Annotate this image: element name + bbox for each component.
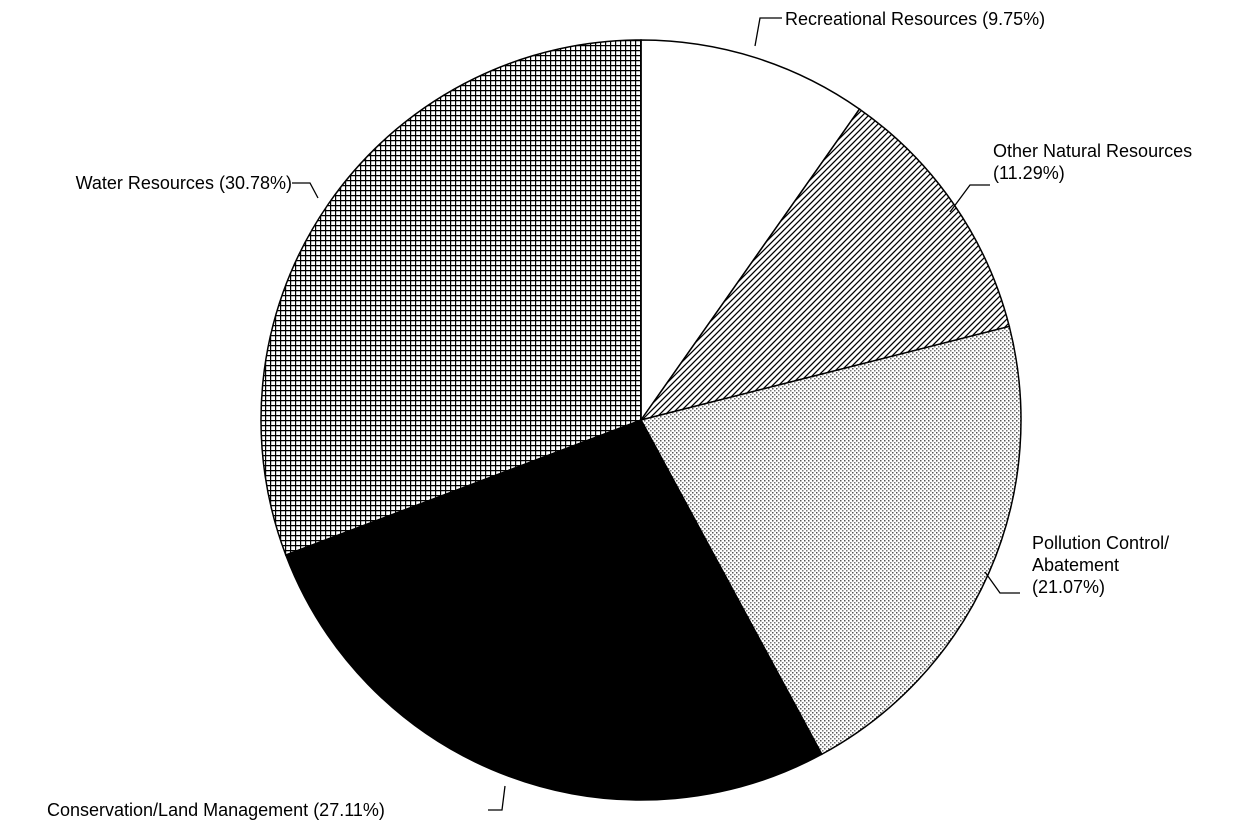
value-label: (21.07%) — [1032, 577, 1106, 597]
slice-label: Recreational Resources (9.75%) — [785, 8, 1245, 30]
category-name: Other Natural Resources — [993, 141, 1193, 161]
slice-label: Water Resources (30.78%) — [10, 172, 292, 194]
leader-line — [488, 785, 506, 811]
leader-line — [292, 182, 319, 199]
slice-label: Conservation/Land Management (27.11%) — [47, 799, 497, 821]
value-label: (27.11%) — [313, 800, 385, 820]
category-name: Water Resources — [75, 173, 214, 193]
category-name: Conservation/Land Management — [47, 800, 309, 820]
value-label: (9.75%) — [982, 9, 1046, 29]
leader-line — [754, 17, 782, 47]
pie-slice — [284, 419, 823, 801]
pie-slice — [639, 325, 1022, 756]
category-name: Recreational Resources — [785, 9, 978, 29]
pie-slice — [260, 39, 642, 556]
pie-slice — [639, 108, 1011, 422]
slice-label: Other Natural Resources (11.29%) — [993, 140, 1255, 184]
value-label: (11.29%) — [993, 163, 1065, 183]
pie-slice — [640, 39, 861, 423]
leader-line — [949, 184, 990, 213]
category-name: Pollution Control/ Abatement — [1032, 533, 1170, 575]
slice-label: Pollution Control/ Abatement (21.07%) — [1032, 532, 1202, 598]
value-label: (30.78%) — [218, 173, 292, 193]
leader-line — [984, 571, 1020, 594]
